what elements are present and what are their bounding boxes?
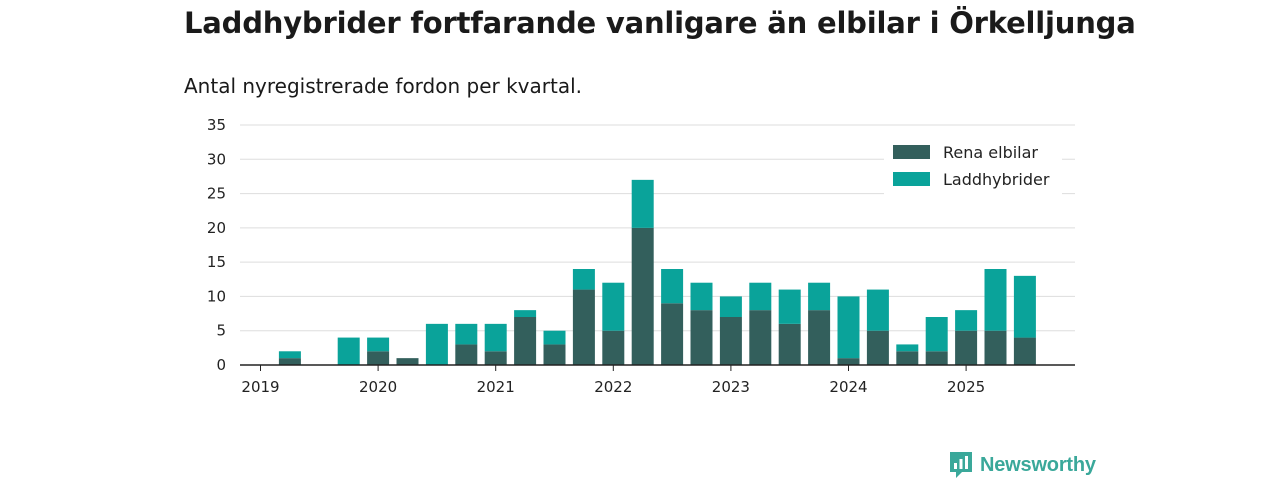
bar-laddhybrider xyxy=(925,317,948,352)
bar-rena-elbilar xyxy=(984,330,1007,365)
y-tick-label: 20 xyxy=(207,219,226,237)
legend: Rena elbilar Laddhybrider xyxy=(884,141,1062,195)
x-tick-label: 2022 xyxy=(594,378,632,396)
bar-rena-elbilar xyxy=(866,330,889,365)
bar-rena-elbilar xyxy=(572,289,595,365)
bar-laddhybrider xyxy=(514,310,537,317)
bar-laddhybrider xyxy=(690,282,713,311)
chart-subtitle: Antal nyregistrerade fordon per kvartal. xyxy=(184,74,583,98)
newsworthy-logo-icon xyxy=(950,452,972,478)
y-tick-label: 10 xyxy=(207,287,226,305)
bar-laddhybrider xyxy=(543,330,566,345)
x-tick-label: 2019 xyxy=(241,378,279,396)
bar-rena-elbilar xyxy=(808,310,831,365)
y-tick-label: 30 xyxy=(207,150,226,168)
x-tick-label: 2020 xyxy=(359,378,397,396)
bar-laddhybrider xyxy=(602,282,625,331)
bar-laddhybrider xyxy=(719,296,742,317)
bar-rena-elbilar xyxy=(602,330,625,365)
legend-label-rena-elbilar: Rena elbilar xyxy=(943,143,1038,162)
bar-rena-elbilar xyxy=(484,351,507,365)
bar-rena-elbilar xyxy=(455,344,478,365)
chart-title: Laddhybrider fortfarande vanligare än el… xyxy=(184,6,1136,40)
bar-laddhybrider xyxy=(337,337,360,365)
bar-rena-elbilar xyxy=(631,227,654,365)
bar-laddhybrider xyxy=(896,344,919,352)
y-axis-ticks: 0 5 10 15 20 25 30 35 xyxy=(207,116,226,374)
bar-rena-elbilar xyxy=(514,317,537,365)
bar-laddhybrider xyxy=(572,269,595,290)
bars xyxy=(278,179,1036,365)
bar-rena-elbilar xyxy=(690,310,713,365)
bar-laddhybrider xyxy=(749,282,772,311)
bar-rena-elbilar xyxy=(661,303,684,365)
brand-name: Newsworthy xyxy=(980,453,1096,476)
y-tick-label: 25 xyxy=(207,185,226,203)
bar-laddhybrider xyxy=(484,323,507,352)
bar-laddhybrider xyxy=(984,269,1007,331)
bar-rena-elbilar xyxy=(396,358,419,365)
bar-rena-elbilar xyxy=(278,358,301,365)
legend-label-laddhybrider: Laddhybrider xyxy=(943,170,1050,189)
bar-laddhybrider xyxy=(455,323,478,345)
bar-laddhybrider xyxy=(661,269,684,304)
x-tick-label: 2021 xyxy=(477,378,515,396)
bar-rena-elbilar xyxy=(367,351,390,365)
bar-laddhybrider xyxy=(808,282,831,311)
legend-swatch-laddhybrider xyxy=(893,172,930,186)
bar-laddhybrider xyxy=(866,289,889,331)
bar-laddhybrider xyxy=(837,296,860,359)
bar-rena-elbilar xyxy=(749,310,772,365)
bar-rena-elbilar xyxy=(719,317,742,365)
y-tick-label: 5 xyxy=(216,322,226,340)
newsworthy-logo: Newsworthy xyxy=(948,450,1096,480)
y-tick-label: 15 xyxy=(207,253,226,271)
x-tick-label: 2025 xyxy=(947,378,985,396)
bar-laddhybrider xyxy=(278,351,301,359)
bar-laddhybrider xyxy=(631,179,654,228)
bar-rena-elbilar xyxy=(925,351,948,365)
bar-rena-elbilar xyxy=(837,358,860,365)
bar-rena-elbilar xyxy=(896,351,919,365)
bar-rena-elbilar xyxy=(543,344,566,365)
bar-laddhybrider xyxy=(955,310,978,331)
y-tick-label: 35 xyxy=(207,116,226,134)
bar-rena-elbilar xyxy=(778,323,801,365)
bar-laddhybrider xyxy=(778,289,801,324)
bar-laddhybrider xyxy=(367,337,390,352)
x-tick-label: 2023 xyxy=(712,378,750,396)
bar-laddhybrider xyxy=(1013,275,1036,338)
x-tick-label: 2024 xyxy=(829,378,867,396)
y-tick-label: 0 xyxy=(216,356,226,374)
x-axis-ticks: 2019 2020 2021 2022 2023 2024 2025 xyxy=(241,365,985,396)
legend-swatch-rena-elbilar xyxy=(893,145,930,159)
bar-rena-elbilar xyxy=(1013,337,1036,365)
bar-laddhybrider xyxy=(425,323,448,365)
bar-rena-elbilar xyxy=(955,330,978,365)
